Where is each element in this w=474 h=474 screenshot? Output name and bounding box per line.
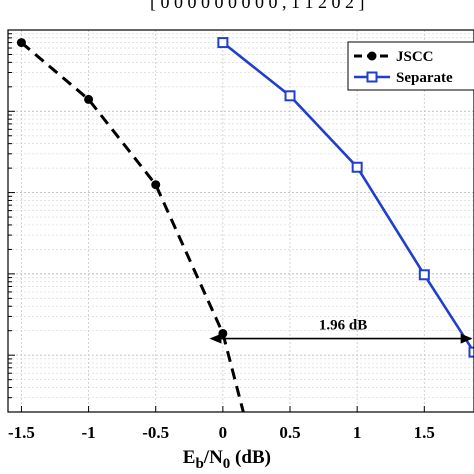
- x-tick-label: -1.5: [8, 423, 35, 442]
- x-axis-title-part: E: [183, 447, 196, 468]
- x-tick-label: 1.5: [414, 423, 435, 442]
- data-point-jscc: [151, 180, 161, 190]
- ticks: [8, 29, 425, 413]
- x-axis-title-subscript: 0: [223, 456, 231, 472]
- annotation-label: 1.96 dB: [319, 318, 367, 334]
- legend-marker-jscc: [367, 51, 377, 61]
- legend-marker-separate: [366, 71, 378, 83]
- annotation-arrowhead-left: [209, 333, 222, 344]
- data-point-jscc: [84, 94, 94, 104]
- series-line-jscc: [20, 41, 245, 412]
- data-point-jscc: [245, 432, 254, 441]
- x-axis-title-subscript: b: [195, 456, 203, 472]
- legend: JSCC Separate: [347, 41, 474, 91]
- annotation-arrowhead-right: [460, 333, 473, 344]
- series-layer: [16, 37, 474, 441]
- header-text: [ 0 0 0 0 0 0 0 0 0 , 1 1 2 0 2 ]: [150, 0, 365, 12]
- x-tick-label: 0.5: [279, 423, 300, 442]
- x-tick-labels: -1.5 -1 -0.5 0 0.5 1 1.5: [8, 423, 435, 442]
- data-point-separate: [351, 161, 363, 173]
- x-tick-label: 0: [219, 423, 228, 442]
- x-axis-title-part: /N: [203, 447, 223, 468]
- x-tick-label: -1: [81, 423, 95, 442]
- legend-label-jscc: JSCC: [396, 49, 434, 65]
- data-point-jscc: [16, 38, 26, 48]
- data-point-separate: [418, 269, 430, 281]
- x-axis-title-part: (dB): [230, 447, 271, 468]
- annotation-layer: 1.96 dB: [209, 318, 473, 344]
- data-point-separate: [217, 37, 229, 49]
- plot-frame: [7, 29, 474, 413]
- data-point-separate: [284, 90, 296, 102]
- x-tick-label: -0.5: [142, 423, 169, 442]
- x-tick-label: 1: [353, 423, 362, 442]
- data-point-separate: [468, 346, 474, 358]
- legend-label-separate: Separate: [396, 70, 453, 86]
- x-axis-title: Eb/N0 (dB): [183, 447, 271, 472]
